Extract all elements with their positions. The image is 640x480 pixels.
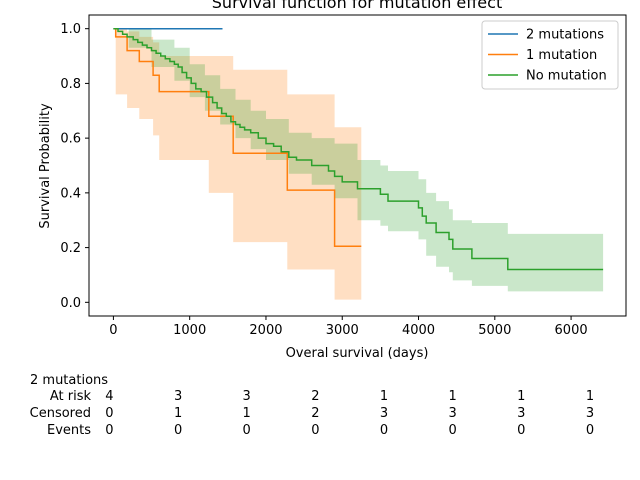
x-tick-label: 2000 xyxy=(249,323,282,338)
x-tick-label: 4000 xyxy=(402,323,435,338)
legend-label-1: 1 mutation xyxy=(526,48,597,63)
plot-frame xyxy=(88,14,627,317)
x-tick-label: 1000 xyxy=(173,323,206,338)
y-tick-label: 0.4 xyxy=(60,186,81,201)
y-tick-label: 0.6 xyxy=(60,132,81,147)
x-tick-label: 0 xyxy=(109,323,117,338)
survival-line-2 xyxy=(113,27,604,271)
y-tick-label: 1.0 xyxy=(60,22,81,37)
legend-label-0: 2 mutations xyxy=(526,28,604,43)
survival-curves xyxy=(113,27,604,271)
y-tick-label: 0.2 xyxy=(60,241,81,256)
x-tick-label: 5000 xyxy=(478,323,511,338)
ci-band-1 xyxy=(113,28,362,300)
y-tick-label: 0.8 xyxy=(60,77,81,92)
y-tick-label: 0.0 xyxy=(60,296,81,311)
legend-label-2: No mutation xyxy=(526,69,607,84)
ci-band-2 xyxy=(113,28,604,292)
x-tick-label: 3000 xyxy=(326,323,359,338)
x-axis-ticks: 0 1000 2000 3000 4000 5000 6000 xyxy=(109,316,588,338)
y-axis-ticks: 0.0 0.2 0.4 0.6 0.8 1.0 xyxy=(60,22,89,311)
chart-title: Survival function for mutation effect xyxy=(212,0,502,12)
y-axis-label: Survival Probability xyxy=(38,103,53,229)
legend-box xyxy=(481,20,619,90)
legend: 2 mutations 1 mutation No mutation xyxy=(481,20,619,90)
survival-line-1 xyxy=(113,27,362,247)
confidence-bands xyxy=(113,28,604,300)
x-axis-label: Overal survival (days) xyxy=(286,346,429,361)
x-tick-label: 6000 xyxy=(555,323,588,338)
